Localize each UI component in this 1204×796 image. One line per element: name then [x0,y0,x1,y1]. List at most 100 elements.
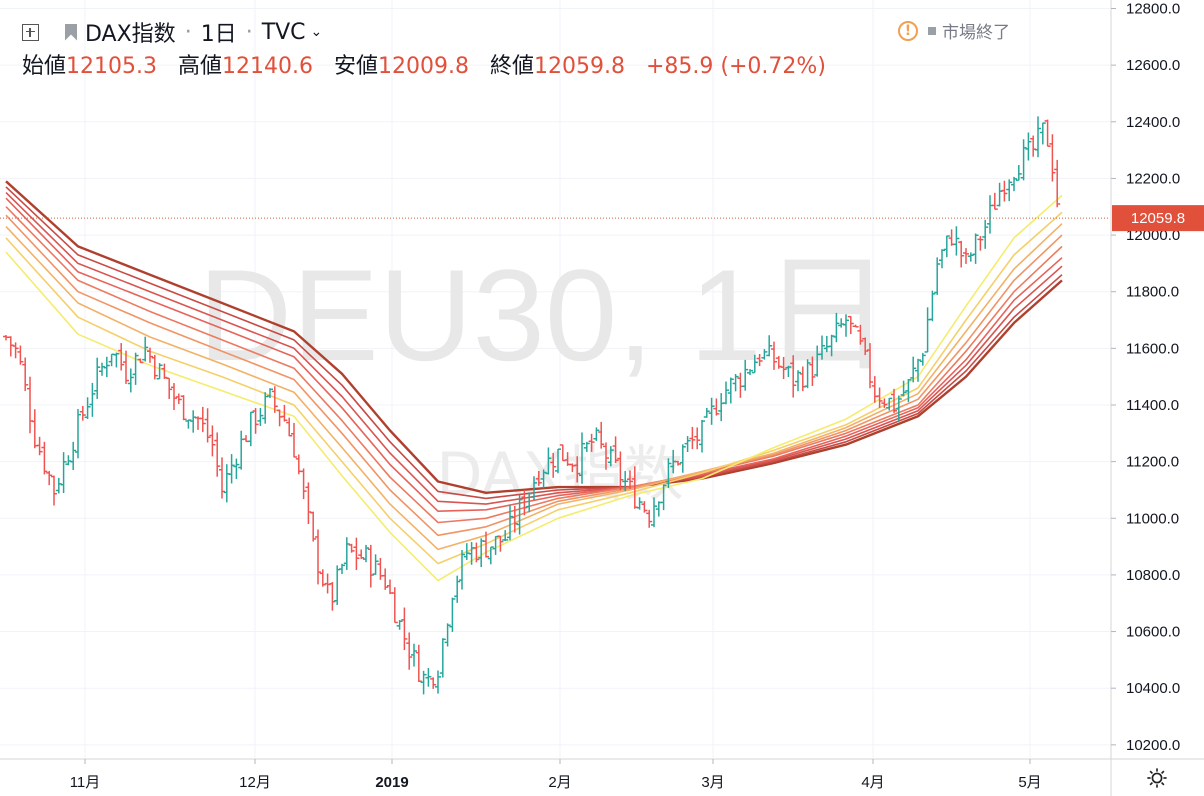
ohlc-bar [41,441,48,475]
ohlc-bar [694,427,701,450]
ohlc-bar [420,670,427,695]
ohlc-bar [156,363,163,380]
ohlc-bar [905,379,912,403]
ohlc-bar [675,460,681,466]
y-tick-label: 11600.0 [1126,340,1179,357]
ohlc-bar [982,219,989,249]
x-tick-label: 12月 [239,774,271,791]
ohlc-bar [747,369,753,376]
y-tick-label: 10600.0 [1126,624,1180,641]
ohlc-bar [574,456,581,483]
warning-icon[interactable]: ! [898,20,918,41]
ma-line-9 [5,180,1063,494]
ohlc-bar [444,623,451,647]
time-axis[interactable]: 11月 12月 2019 2月 3月 4月 5月 [70,759,1042,791]
ohlc-bar [300,468,307,500]
ohlc-bar [329,582,336,611]
flag-icon[interactable] [65,23,77,41]
market-status[interactable]: ! 市場終了 [898,18,1010,43]
ohlc-bar [689,426,696,450]
ohlc-bar [732,374,739,392]
ohlc-bar [65,455,72,466]
ohlc-bar [535,470,542,486]
ohlc-bar [1039,122,1046,145]
ohlc-bar [204,408,211,443]
ohlc-bar [785,365,792,378]
ohlc-bar [555,448,561,474]
market-status-label: 市場終了 [942,23,1010,43]
ohlc-bar [617,451,624,491]
ohlc-bar [310,511,317,542]
low-label: 安値 [334,54,379,79]
ohlc-bar [924,307,931,353]
ohlc-bar [660,484,667,511]
y-tick-label: 11000.0 [1126,510,1179,527]
interval-label[interactable]: 1日 [200,22,237,47]
chevron-down-icon[interactable]: ⌄ [310,24,323,40]
ohlc-bar [449,597,456,632]
ohlc-bar [795,370,801,392]
ohlc-bar [343,537,350,571]
ohlc-bar [742,359,749,391]
ohlc-bar [756,353,763,367]
ohlc-bar [598,421,605,449]
ma-line-8 [5,186,1063,500]
ohlc-bar [1054,159,1061,208]
ohlc-bar [305,482,312,525]
y-tick-label: 12400.0 [1126,114,1180,131]
collapse-icon[interactable] [22,23,39,41]
gear-icon[interactable] [1146,767,1168,789]
ohlc-bar [180,395,187,421]
exchange-label[interactable]: TVC [261,19,306,45]
ohlc-bar [703,407,710,418]
ohlc-bar [99,362,105,376]
ohlc-bar [1020,139,1027,181]
ohlc-bar [780,356,787,380]
y-tick-label: 10400.0 [1126,680,1180,697]
ohlc-bar [487,546,494,565]
ohlc-bar [790,355,797,398]
ohlc-bar [977,236,984,251]
ohlc-bar [435,670,441,694]
ohlc-bar [1006,179,1013,202]
ohlc-bar [166,377,173,400]
ohlc-bar [319,569,326,587]
symbol-name[interactable]: DAX指数 [85,22,176,47]
ohlc-bar [963,248,969,264]
ohlc-bar [761,349,768,360]
ohlc-bar [838,318,845,328]
ohlc-bar [439,638,446,678]
ohlc-bar [478,538,485,568]
ohlc-bar [454,575,461,603]
y-tick-label: 12600.0 [1126,57,1180,74]
ohlc-bar [70,441,77,470]
separator-dot: · [184,19,192,45]
ohlc-bar [526,492,533,513]
y-tick-label: 12000.0 [1126,227,1180,244]
ohlc-bar [151,354,158,380]
y-tick-label: 12800.0 [1126,0,1180,17]
ohlc-bar [459,550,465,590]
ohlc-bar [271,386,278,413]
ohlc-bar [473,542,480,563]
ohlc-bar [651,497,657,528]
ohlc-bar [425,668,432,687]
ohlc-bar [84,397,91,419]
ohlc-bar [636,497,643,510]
ohlc-bar [622,470,629,492]
last-price-tag: 12059.8 [1112,205,1204,232]
close-label: 終値 [490,54,535,79]
ohlc-bar [406,632,413,670]
ohlc-bar [939,249,945,269]
grid-lines [0,0,1110,759]
y-tick-label: 11800.0 [1126,284,1179,301]
ohlc-bar [171,383,177,410]
ohlc-bar [233,458,240,480]
ohlc-bar [627,470,633,489]
ma-line-1 [5,194,1063,582]
price-axis[interactable]: 12800.0 12600.0 12400.0 12200.0 12000.0 11800… [1111,0,1180,754]
ohlc-bar [641,501,648,513]
ohlc-bar [291,422,297,458]
ohlc-bar [348,543,355,553]
